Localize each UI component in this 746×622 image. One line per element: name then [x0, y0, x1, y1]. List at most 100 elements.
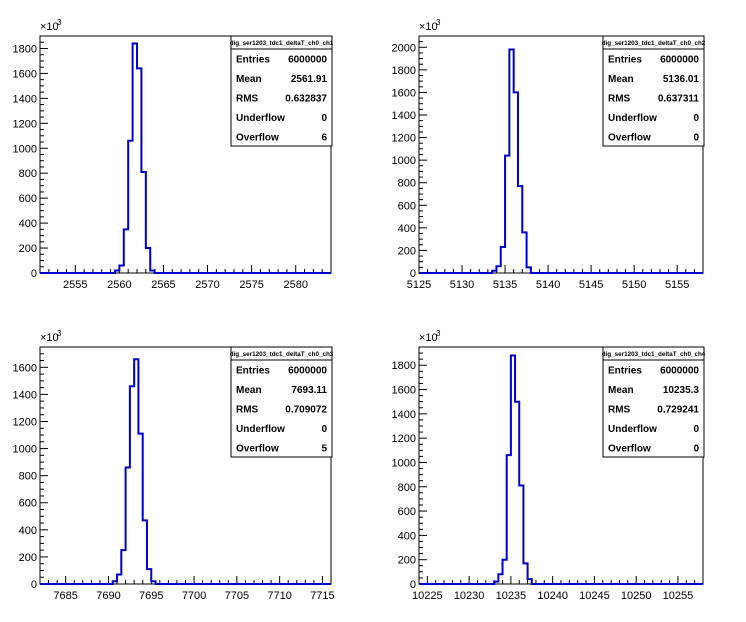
histogram-outline: [419, 354, 703, 585]
stats-value: 6000000: [288, 55, 327, 66]
x-tick-label: 5125: [407, 279, 431, 291]
y-tick-label: 200: [398, 555, 416, 567]
x-tick-label: 10245: [579, 590, 610, 602]
y-tick-label: 800: [398, 482, 416, 494]
histogram-bin: [141, 172, 145, 273]
stats-value: 5: [321, 443, 327, 454]
stats-value: 6000000: [288, 366, 327, 377]
stats-label: Overflow: [236, 443, 279, 454]
histogram-bin: [492, 271, 496, 273]
x-tick-label: 5155: [665, 279, 689, 291]
stats-value: 2561.91: [291, 74, 328, 85]
histogram-bin: [501, 247, 505, 273]
y-tick-label: 1000: [13, 143, 37, 155]
stats-value: 6000000: [660, 55, 699, 66]
y-tick-label: 600: [19, 498, 37, 510]
x-tick-label: 5150: [622, 279, 646, 291]
y-tick-label: 1400: [392, 110, 416, 122]
x-tick-label: 2575: [239, 279, 263, 291]
stats-value: 6000000: [660, 366, 699, 377]
histogram-outline: [40, 42, 331, 274]
x-tick-label: 7705: [225, 590, 249, 602]
y-tick-label: 0: [410, 268, 416, 280]
y-multiplier-exponent: 3: [436, 329, 441, 338]
histogram-bin: [527, 267, 531, 273]
y-tick-label: 200: [19, 552, 37, 564]
y-tick-label: 1800: [392, 65, 416, 77]
stats-label: Mean: [236, 74, 262, 85]
x-tick-label: 5135: [493, 279, 517, 291]
y-tick-label: 600: [19, 193, 37, 205]
histogram-bin: [503, 560, 507, 584]
stats-box-frame: [230, 35, 333, 147]
stats-label: Underflow: [236, 424, 285, 435]
stats-value: 7693.11: [291, 385, 327, 396]
y-tick-label: 1600: [392, 385, 416, 397]
x-tick-label: 2570: [195, 279, 219, 291]
stats-value: 0.637311: [658, 94, 700, 105]
y-tick-label: 1800: [13, 43, 37, 55]
y-tick-label: 1200: [392, 133, 416, 145]
histogram-bin: [147, 569, 151, 584]
stats-label: Underflow: [608, 113, 657, 124]
histogram-bin: [119, 266, 123, 273]
stats-label: RMS: [608, 94, 631, 105]
y-tick-label: 1200: [392, 433, 416, 445]
stats-value: 0: [693, 424, 699, 435]
histogram-bin: [124, 229, 128, 273]
y-tick-label: 0: [410, 579, 416, 591]
stats-value: 0.729241: [657, 405, 699, 416]
stats-label: Underflow: [608, 424, 657, 435]
histogram-bin: [134, 359, 138, 584]
y-tick-label: 1800: [392, 360, 416, 372]
histogram-bin: [514, 92, 518, 273]
y-tick-label: 400: [398, 223, 416, 235]
x-tick-label: 10240: [537, 590, 568, 602]
x-tick-label: 7710: [267, 590, 291, 602]
histogram-panel: 0 200 400 600 800 1000 1200 1400 1600 1800×103 255…: [13, 18, 334, 291]
histogram-bin: [515, 402, 519, 584]
y-tick-label: 600: [398, 200, 416, 212]
histogram-bin: [494, 582, 498, 584]
x-tick-label: 2555: [63, 279, 87, 291]
y-tick-label: 1400: [13, 389, 37, 401]
y-tick-label: 800: [19, 168, 37, 180]
x-tick-label: 10225: [412, 590, 443, 602]
x-tick-label: 5140: [536, 279, 560, 291]
y-tick-label: 1400: [392, 409, 416, 421]
x-tick-label: 2560: [107, 279, 131, 291]
y-tick-label: 2000: [392, 42, 416, 54]
y-tick-label: 0: [31, 268, 37, 280]
histogram-bin: [498, 574, 502, 584]
histogram-bin: [121, 550, 125, 584]
y-tick-label: 1200: [13, 416, 37, 428]
x-tick-label: 7685: [53, 590, 77, 602]
stats-label: Overflow: [608, 443, 651, 454]
histogram-bin: [146, 248, 150, 273]
histogram-bin: [151, 581, 155, 584]
histogram-bin: [511, 356, 515, 584]
stats-box-title: dig_ser1203_tdc1_deltaT_ch0_ch4: [602, 351, 706, 358]
y-tick-label: 400: [19, 525, 37, 537]
y-tick-label: 1400: [13, 93, 37, 105]
histogram-bin: [126, 468, 130, 584]
x-tick-label: 5145: [579, 279, 603, 291]
histogram-bin: [130, 386, 134, 584]
stats-label: Mean: [608, 385, 634, 396]
x-tick-label: 10235: [496, 590, 527, 602]
stats-value: 6: [321, 132, 327, 143]
stats-value: 0: [693, 113, 699, 124]
stats-value: 0: [693, 132, 699, 143]
stats-label: Entries: [236, 55, 270, 66]
y-tick-label: 1600: [13, 362, 37, 374]
histogram-bin: [117, 575, 121, 584]
stats-label: RMS: [236, 94, 259, 105]
x-tick-label: 10255: [663, 590, 694, 602]
histogram-panel: 0 200 400 600 800 1000 1200 1400 1600 ×103 7685 769…: [13, 329, 335, 602]
y-tick-label: 200: [398, 245, 416, 257]
x-tick-label: 7690: [96, 590, 120, 602]
y-tick-label: 1200: [13, 118, 37, 130]
stats-label: RMS: [236, 405, 259, 416]
